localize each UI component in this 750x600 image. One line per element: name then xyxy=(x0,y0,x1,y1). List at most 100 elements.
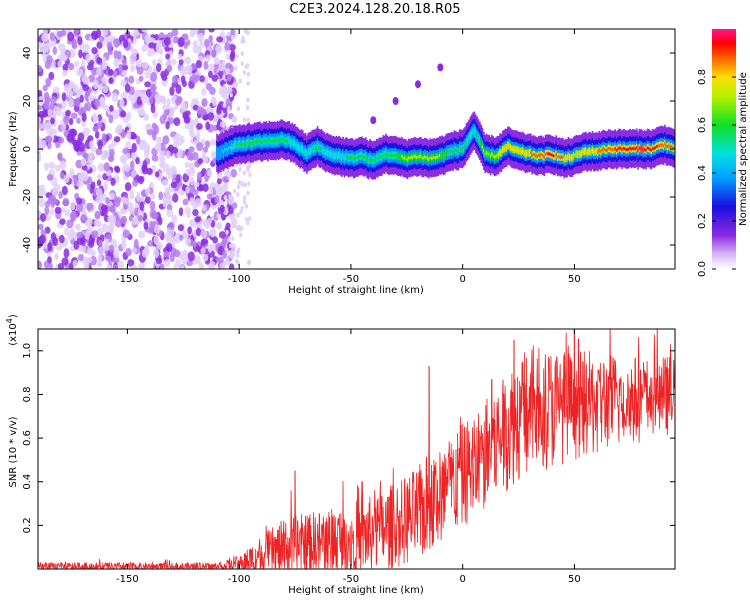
ridge-cell xyxy=(606,148,609,152)
ridge-cell xyxy=(375,156,378,160)
noise-blob xyxy=(47,108,53,117)
noise-blob xyxy=(197,220,202,230)
ridge-cell xyxy=(300,146,303,150)
ridge-cell xyxy=(324,151,327,155)
noise-blob xyxy=(241,182,245,187)
spectrogram-x-tick-label: -150 xyxy=(116,274,139,285)
noise-blob xyxy=(110,215,117,225)
ridge-cell xyxy=(583,150,586,154)
noise-blob xyxy=(158,191,164,201)
noise-blob xyxy=(248,163,252,169)
ridge-cell xyxy=(538,153,540,157)
noise-blob xyxy=(171,214,178,224)
ridge-cell xyxy=(589,149,591,153)
noise-blob xyxy=(194,198,202,208)
noise-blob xyxy=(131,142,137,153)
ridge-cell xyxy=(283,138,285,142)
noise-blob xyxy=(125,247,132,257)
ridge-cell xyxy=(488,152,491,156)
noise-blob xyxy=(68,117,74,126)
noise-blob xyxy=(240,205,244,211)
noise-blob xyxy=(120,79,127,87)
noise-blob xyxy=(120,239,127,250)
noise-blob xyxy=(223,195,227,200)
noise-blob xyxy=(135,157,140,165)
noise-blob xyxy=(201,155,209,164)
ridge-cell xyxy=(438,154,441,157)
noise-blob xyxy=(96,41,103,49)
ridge-cell xyxy=(645,148,647,152)
ridge-cell xyxy=(393,153,395,157)
ridge-cell xyxy=(464,144,466,148)
noise-blob xyxy=(38,184,46,192)
streak-blob xyxy=(414,80,421,89)
ridge-cell xyxy=(257,139,260,143)
noise-blob xyxy=(228,44,236,51)
noise-blob xyxy=(187,226,192,235)
noise-blob xyxy=(226,74,232,82)
noise-blob xyxy=(228,263,235,269)
noise-blob xyxy=(150,193,156,200)
ridge-cell xyxy=(609,147,611,150)
ridge-cell xyxy=(519,149,521,153)
ridge-cell xyxy=(462,146,465,150)
ridge-cell xyxy=(656,145,658,148)
spectrogram-y-tick-label: -20 xyxy=(22,189,33,205)
noise-blob xyxy=(54,206,62,214)
ridge-cell xyxy=(342,154,344,158)
noise-blob xyxy=(58,43,66,52)
noise-blob xyxy=(170,181,178,189)
noise-blob xyxy=(38,116,42,124)
noise-blob xyxy=(190,29,196,36)
noise-blob xyxy=(38,195,44,204)
ridge-cell xyxy=(224,148,226,151)
noise-blob xyxy=(86,248,92,256)
noise-blob xyxy=(81,112,87,122)
ridge-cell xyxy=(508,144,511,148)
noise-blob xyxy=(131,133,138,140)
ridge-cell xyxy=(457,149,460,153)
noise-blob xyxy=(166,204,173,211)
noise-blob xyxy=(98,83,103,92)
noise-blob xyxy=(80,214,87,224)
noise-blob xyxy=(204,38,210,48)
noise-blob xyxy=(171,75,179,84)
ridge-cell xyxy=(314,147,316,151)
noise-blob xyxy=(128,75,135,84)
ridge-cell xyxy=(638,146,641,150)
noise-blob xyxy=(189,197,195,206)
noise-blob xyxy=(135,89,142,97)
noise-blob xyxy=(190,119,196,129)
noise-blob xyxy=(197,157,204,165)
ridge-cell xyxy=(528,151,531,155)
noise-blob xyxy=(92,79,99,90)
ridge-cell xyxy=(350,155,352,159)
snr-x-tick-label: -50 xyxy=(343,574,359,585)
ridge-cell xyxy=(487,152,489,156)
ridge-cell xyxy=(539,153,542,157)
noise-blob xyxy=(158,216,163,226)
ridge-cell xyxy=(253,140,256,143)
noise-blob xyxy=(216,107,222,115)
noise-blob xyxy=(63,83,69,93)
ridge-cell xyxy=(403,156,406,160)
ridge-cell xyxy=(295,144,297,148)
noise-blob xyxy=(109,105,114,112)
noise-blob xyxy=(95,196,102,204)
ridge-cell xyxy=(530,151,532,155)
noise-blob xyxy=(108,222,115,231)
noise-blob xyxy=(192,240,197,248)
noise-blob xyxy=(177,224,184,232)
noise-blob xyxy=(85,53,91,63)
noise-blob xyxy=(38,260,42,269)
noise-blob xyxy=(112,70,118,78)
noise-blob xyxy=(125,141,132,149)
noise-blob xyxy=(227,237,231,243)
ridge-cell xyxy=(440,154,442,157)
streak-blob xyxy=(370,116,377,125)
noise-blob xyxy=(152,211,158,220)
ridge-cell xyxy=(237,143,240,146)
noise-blob xyxy=(77,253,84,262)
noise-blob xyxy=(38,223,44,231)
ridge-cell xyxy=(240,143,242,147)
